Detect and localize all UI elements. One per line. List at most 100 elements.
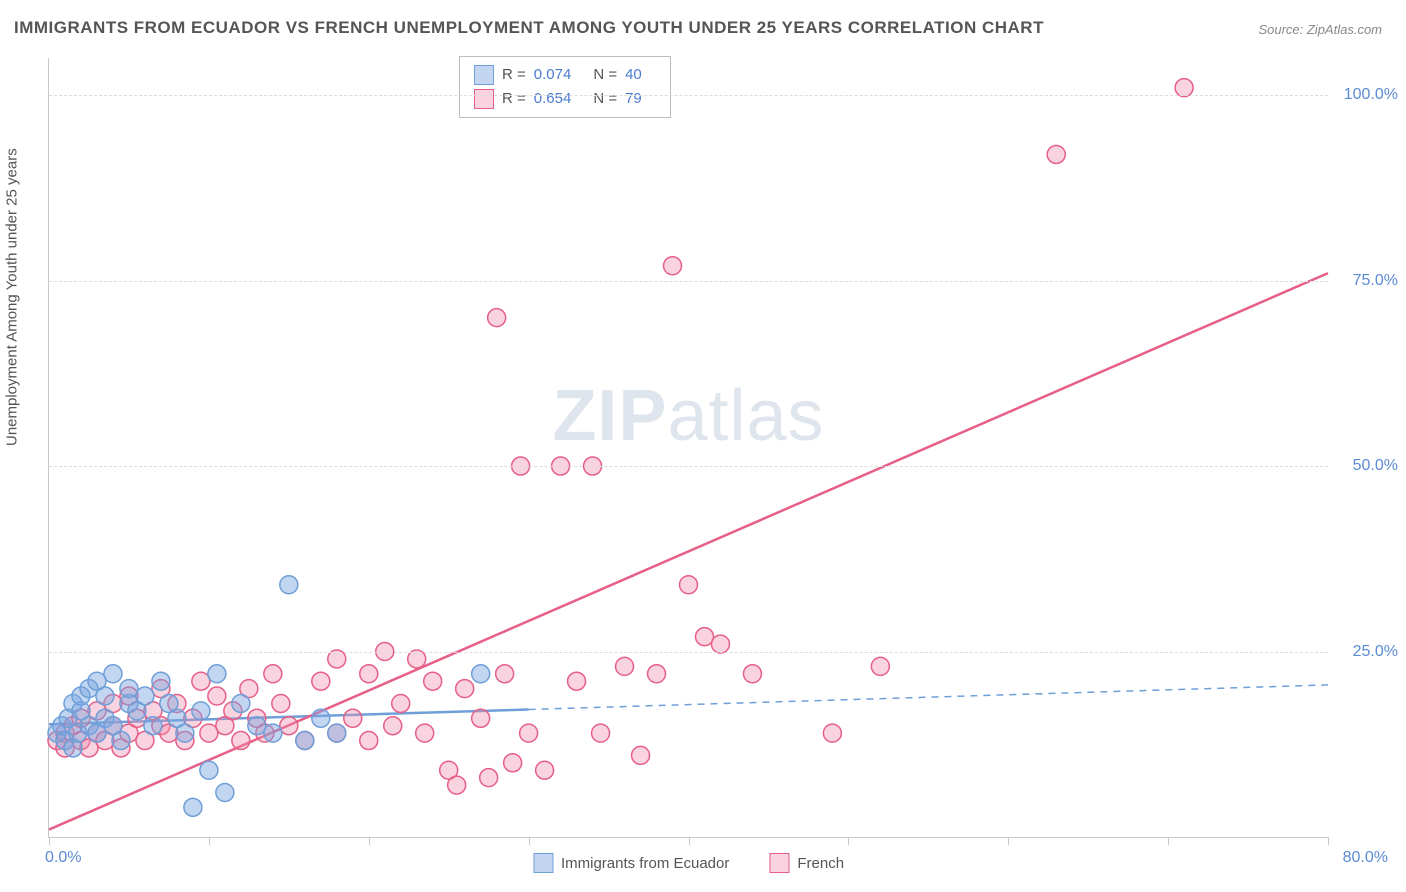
point-french	[424, 672, 442, 690]
point-french	[1175, 79, 1193, 97]
n-label: N =	[593, 63, 617, 87]
legend-item-ecuador: Immigrants from Ecuador	[533, 853, 729, 873]
point-ecuador	[280, 576, 298, 594]
point-french	[711, 635, 729, 653]
y-tick-label: 100.0%	[1344, 86, 1398, 104]
point-french	[200, 724, 218, 742]
point-ecuador	[96, 687, 114, 705]
point-ecuador	[176, 724, 194, 742]
point-french	[384, 717, 402, 735]
x-tick	[49, 837, 50, 845]
gridline-h	[49, 466, 1328, 467]
y-tick-label: 25.0%	[1353, 643, 1398, 661]
chart-svg	[49, 58, 1328, 837]
point-ecuador	[200, 761, 218, 779]
point-french	[360, 665, 378, 683]
point-french	[472, 709, 490, 727]
r-label-2: R =	[502, 87, 526, 111]
point-french	[232, 732, 250, 750]
point-french	[496, 665, 514, 683]
point-french	[632, 746, 650, 764]
point-french	[520, 724, 538, 742]
x-tick	[529, 837, 530, 845]
x-tick	[209, 837, 210, 845]
legend-label-ecuador: Immigrants from Ecuador	[561, 855, 729, 872]
point-ecuador	[312, 709, 330, 727]
point-french	[456, 680, 474, 698]
point-french	[536, 761, 554, 779]
gridline-h	[49, 95, 1328, 96]
point-french	[344, 709, 362, 727]
point-french	[680, 576, 698, 594]
point-french	[592, 724, 610, 742]
r-label: R =	[502, 63, 526, 87]
point-french	[695, 628, 713, 646]
point-ecuador	[264, 724, 282, 742]
point-french	[480, 769, 498, 787]
point-french	[648, 665, 666, 683]
point-ecuador	[120, 680, 138, 698]
plot-area: ZIPatlas R = 0.074 N = 40 R = 0.654 N = …	[48, 58, 1328, 838]
point-french	[312, 672, 330, 690]
gridline-h	[49, 652, 1328, 653]
y-tick-label: 75.0%	[1353, 272, 1398, 290]
n-value-french: 79	[625, 87, 642, 111]
point-french	[360, 732, 378, 750]
x-tick	[689, 837, 690, 845]
point-french	[272, 694, 290, 712]
swatch-ecuador	[474, 65, 494, 85]
point-french	[616, 657, 634, 675]
point-ecuador	[104, 665, 122, 683]
x-tick	[848, 837, 849, 845]
point-french	[871, 657, 889, 675]
n-value-ecuador: 40	[625, 63, 642, 87]
x-tick	[369, 837, 370, 845]
point-ecuador	[208, 665, 226, 683]
point-french	[504, 754, 522, 772]
source-label: Source: ZipAtlas.com	[1258, 22, 1382, 37]
point-ecuador	[152, 672, 170, 690]
point-french	[823, 724, 841, 742]
swatch-french-2	[769, 853, 789, 873]
x-tick	[1328, 837, 1329, 845]
r-value-ecuador: 0.074	[534, 63, 572, 87]
point-ecuador	[472, 665, 490, 683]
point-ecuador	[296, 732, 314, 750]
x-min-label: 0.0%	[45, 849, 81, 867]
legend-label-french: French	[797, 855, 844, 872]
point-french	[448, 776, 466, 794]
legend-bottom: Immigrants from Ecuador French	[533, 853, 844, 873]
y-tick-label: 50.0%	[1353, 457, 1398, 475]
point-ecuador	[248, 717, 266, 735]
point-french	[328, 650, 346, 668]
x-tick	[1008, 837, 1009, 845]
swatch-french	[474, 89, 494, 109]
point-french	[392, 694, 410, 712]
point-french	[208, 687, 226, 705]
point-ecuador	[112, 732, 130, 750]
point-french	[192, 672, 210, 690]
point-ecuador	[184, 798, 202, 816]
point-ecuador	[192, 702, 210, 720]
point-ecuador	[144, 717, 162, 735]
y-axis-label: Unemployment Among Youth under 25 years	[4, 148, 21, 446]
point-french	[416, 724, 434, 742]
point-french	[743, 665, 761, 683]
point-french	[280, 717, 298, 735]
point-ecuador	[136, 687, 154, 705]
point-ecuador	[216, 783, 234, 801]
point-french	[264, 665, 282, 683]
point-ecuador	[232, 694, 250, 712]
gridline-h	[49, 281, 1328, 282]
x-max-label: 80.0%	[1343, 849, 1388, 867]
n-label-2: N =	[593, 87, 617, 111]
x-tick	[1168, 837, 1169, 845]
legend-row-french: R = 0.654 N = 79	[474, 87, 656, 111]
swatch-ecuador-2	[533, 853, 553, 873]
r-value-french: 0.654	[534, 87, 572, 111]
legend-stats: R = 0.074 N = 40 R = 0.654 N = 79	[459, 56, 671, 118]
point-french	[408, 650, 426, 668]
point-ecuador	[328, 724, 346, 742]
trendline-ecuador-dashed	[529, 685, 1328, 710]
chart-title: IMMIGRANTS FROM ECUADOR VS FRENCH UNEMPL…	[14, 18, 1044, 38]
